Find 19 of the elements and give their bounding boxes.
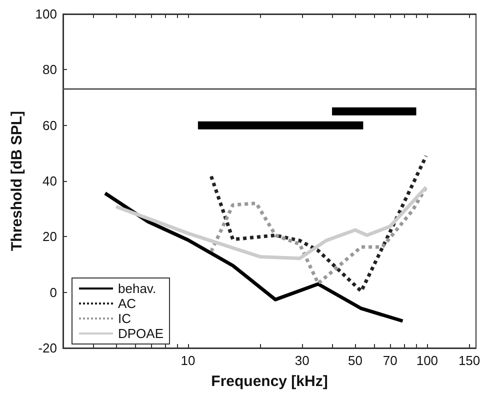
legend-label: DPOAE [118,326,164,341]
y-tick-label: 60 [42,118,57,133]
y-tick-label: 20 [42,229,57,244]
legend-label: IC [118,311,131,326]
y-tick-label: 40 [42,174,57,188]
x-tick-label: 70 [382,353,398,368]
x-axis-title: Frequency [kHz] [211,373,328,390]
y-tick-label: 0 [50,284,57,300]
x-tick-label: 30 [294,353,310,368]
y-axis-title: Threshold [dB SPL] [8,111,26,251]
x-tick-label: 150 [458,353,480,368]
x-tick-label: 50 [348,353,362,368]
x-tick-label: 100 [416,353,438,368]
legend-label: AC [118,296,136,311]
y-tick-label: -20 [38,340,57,356]
legend-label: behav. [118,281,156,296]
y-tick-label: 80 [42,62,57,78]
y-tick-label: 100 [35,6,57,22]
x-tick-label: 10 [180,353,196,368]
